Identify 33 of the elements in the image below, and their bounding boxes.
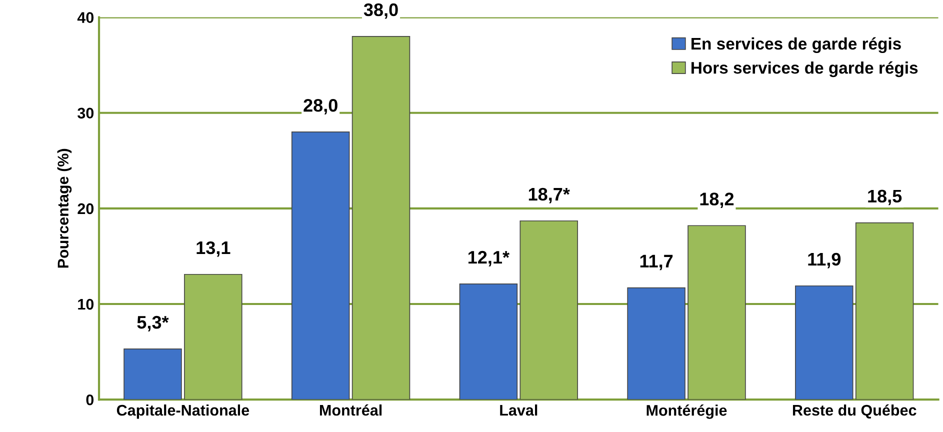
legend-label: En services de garde régis [692,37,901,54]
bar [459,284,518,400]
data-label: 11,7 [640,254,673,270]
bar [855,222,914,400]
x-tick-label: Laval [500,404,538,416]
data-label: 11,9 [808,252,841,268]
data-label: 28,0 [304,98,338,114]
y-tick-label: 0 [86,394,94,406]
data-label: 13,1 [196,241,230,257]
bar [795,285,854,400]
x-tick-label: Montréal [320,404,382,416]
data-label: 38,0 [364,3,398,19]
data-label: 5,3* [137,316,169,332]
bar [520,220,578,400]
bar [184,274,242,400]
y-axis-title: Pourcentage (%) [57,148,72,268]
y-tick-label: 30 [78,108,94,119]
bar [291,132,350,400]
y-tick-label: 10 [78,298,94,310]
data-label: 12,1* [468,250,510,266]
data-label: 18,2 [700,192,734,208]
x-tick-label: Montérégie [646,404,727,419]
bar [627,287,686,400]
y-tick-label: 20 [78,203,94,214]
legend-label: Hors services de garde régis [692,61,918,78]
y-tick-label: 40 [77,12,94,23]
x-tick-label: Capitale-Nationale [116,404,250,419]
data-label: 18,7* [528,188,570,204]
bar [124,348,182,400]
bar [688,225,746,400]
data-label: 18,5 [868,190,902,206]
bar [352,36,410,400]
x-tick-label: Reste du Québec [792,404,916,419]
